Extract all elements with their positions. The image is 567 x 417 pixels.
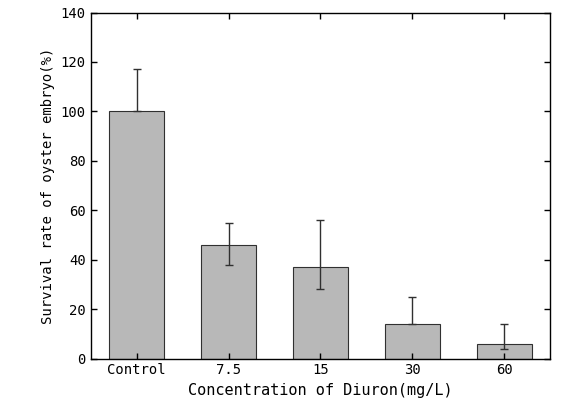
Bar (201, 245, 256, 359)
Bar (293, 267, 348, 359)
Bar (476, 344, 532, 359)
Bar (384, 324, 440, 359)
Y-axis label: Survival rate of oyster embryo(%): Survival rate of oyster embryo(%) (41, 48, 55, 324)
X-axis label: Concentration of Diuron(mg/L): Concentration of Diuron(mg/L) (188, 383, 452, 398)
Bar (109, 111, 164, 359)
